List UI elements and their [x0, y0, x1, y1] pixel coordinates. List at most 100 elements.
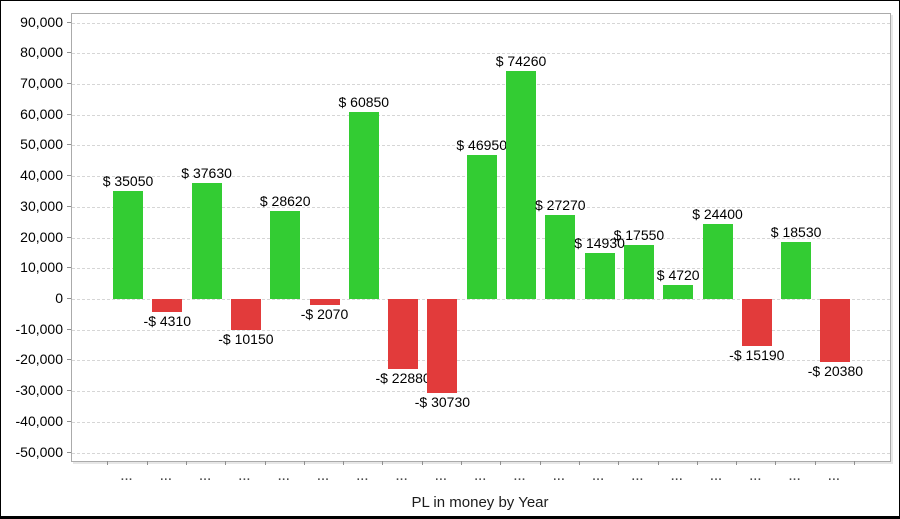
x-axis-category-label: ... — [238, 471, 251, 483]
gridline — [72, 391, 890, 393]
y-axis-tick-label: 60,000 — [20, 105, 63, 122]
y-axis-tick — [67, 359, 71, 361]
x-axis-category-label: ... — [789, 471, 802, 483]
gridline — [72, 452, 890, 454]
x-axis-tick — [814, 461, 816, 465]
y-axis-tick — [67, 144, 71, 146]
y-axis-tick — [67, 205, 71, 207]
y-axis-tick-label: 40,000 — [20, 167, 63, 184]
bar-value-label: $ 46950 — [456, 137, 507, 153]
x-axis-tick — [185, 461, 187, 465]
x-axis-tick — [539, 461, 541, 465]
y-axis-tick-label: -20,000 — [15, 351, 63, 368]
x-axis-category-label: ... — [671, 471, 684, 483]
y-axis-tick — [67, 83, 71, 84]
x-axis-tick — [303, 461, 305, 465]
y-axis-tick — [67, 21, 71, 23]
bar-positive — [702, 224, 733, 299]
bar-value-label: $ 74260 — [495, 53, 547, 69]
x-axis-category-label: ... — [474, 471, 487, 483]
y-axis-tick-label: 90,000 — [20, 13, 63, 30]
x-axis-tick — [775, 461, 777, 465]
y-axis-tick — [67, 52, 71, 54]
gridline — [72, 329, 890, 331]
y-axis-tick-label: 10,000 — [20, 259, 63, 276]
bar-positive — [348, 112, 379, 299]
x-axis-category-label: ... — [120, 471, 134, 483]
bar-negative — [152, 299, 183, 312]
bar-negative — [388, 299, 419, 369]
x-axis-category-label: ... — [710, 471, 723, 483]
y-axis-tick-label: -10,000 — [15, 320, 63, 337]
x-axis-category-label: ... — [278, 471, 291, 483]
gridline — [72, 421, 890, 423]
bar-value-label: -$ 2070 — [300, 306, 349, 322]
bar-value-label: -$ 20380 — [807, 363, 864, 379]
bar-value-label: -$ 4310 — [143, 313, 192, 329]
x-axis-title: PL in money by Year — [411, 494, 549, 511]
x-axis-category-label: ... — [317, 471, 330, 483]
bar-positive — [545, 215, 576, 299]
gridline — [72, 22, 890, 24]
x-axis-category-label: ... — [828, 471, 841, 483]
y-axis-tick-label: -40,000 — [15, 412, 63, 429]
gridline — [72, 145, 890, 147]
bar-value-label: $ 4720 — [656, 267, 700, 283]
y-axis-tick — [67, 236, 71, 238]
bar-positive — [191, 183, 222, 299]
y-axis-tick — [67, 328, 71, 330]
bar-value-label: -$ 15190 — [729, 347, 785, 363]
bar-negative — [230, 299, 261, 330]
x-axis-tick — [657, 461, 659, 465]
bar-value-label: $ 37630 — [181, 165, 232, 181]
y-axis-tick — [67, 420, 71, 422]
bar-negative — [820, 299, 851, 362]
x-axis-tick — [500, 461, 502, 465]
y-axis-tick-label: -30,000 — [15, 382, 63, 399]
gridline — [72, 114, 890, 116]
gridline — [72, 84, 890, 85]
x-axis-tick — [578, 461, 580, 465]
x-axis-category-label: ... — [553, 471, 566, 483]
y-axis-tick-label: -50,000 — [15, 443, 63, 460]
x-axis-tick — [264, 461, 266, 465]
y-axis-tick-label: 50,000 — [20, 136, 63, 153]
y-axis-tick — [67, 113, 71, 115]
x-axis-category-label: ... — [396, 471, 409, 483]
bar-value-label: $ 17550 — [613, 227, 665, 243]
x-axis-tick — [618, 461, 620, 465]
bar-negative — [309, 299, 340, 305]
bar-value-label: -$ 22880 — [375, 370, 431, 386]
bar-positive — [663, 285, 694, 299]
bar-value-label: $ 28620 — [259, 193, 311, 209]
x-axis-tick — [421, 461, 423, 465]
bar-value-label: -$ 10150 — [218, 331, 274, 347]
y-axis-tick-label: 80,000 — [20, 44, 63, 61]
y-axis-tick — [67, 175, 71, 177]
x-axis-tick — [696, 461, 698, 465]
bar-value-label: $ 35050 — [102, 173, 154, 189]
bar-value-label: $ 14930 — [574, 235, 625, 251]
x-axis-tick — [146, 461, 148, 465]
bar-negative — [427, 299, 458, 393]
x-axis-category-label: ... — [513, 471, 527, 483]
x-axis-tick — [225, 461, 227, 465]
bar-negative — [741, 299, 772, 346]
x-axis-category-label: ... — [435, 471, 448, 483]
gridline — [72, 53, 890, 55]
gridline — [72, 360, 890, 362]
bar-positive — [270, 211, 301, 299]
bar-value-label: $ 18530 — [770, 224, 822, 240]
bar-value-label: $ 27270 — [534, 197, 586, 213]
x-axis-category-label: ... — [592, 471, 605, 483]
x-axis-tick — [854, 461, 856, 465]
x-axis-category-label: ... — [749, 471, 762, 483]
bar-positive — [623, 245, 654, 299]
x-axis-category-label: ... — [199, 471, 212, 483]
x-axis-category-label: ... — [160, 471, 173, 483]
y-axis-tick — [67, 298, 71, 299]
y-axis-tick-label: 70,000 — [20, 75, 63, 91]
bar-value-label: -$ 30730 — [414, 394, 471, 410]
y-axis-tick-label: 0 — [55, 290, 63, 306]
